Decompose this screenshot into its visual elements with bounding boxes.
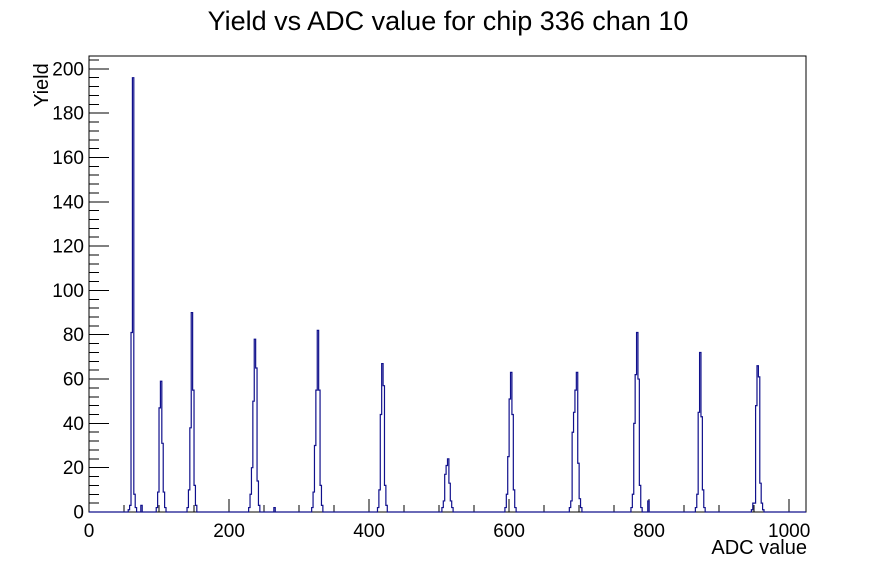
y-tick-label: 200: [52, 59, 84, 80]
y-tick-label: 180: [52, 104, 84, 125]
y-tick-label: 120: [52, 237, 84, 258]
x-tick-label: 1000: [768, 521, 810, 542]
histogram-line: [89, 77, 806, 513]
x-tick-label: 600: [493, 521, 525, 542]
y-tick-label: 0: [73, 503, 84, 524]
y-tick-label: 80: [63, 325, 84, 346]
x-axis-title: ADC value: [711, 537, 807, 559]
y-axis-title: Yield: [31, 63, 53, 107]
y-tick-label: 40: [63, 414, 84, 435]
x-tick-label: 800: [633, 521, 665, 542]
x-tick-label: 400: [353, 521, 385, 542]
y-tick-label: 140: [52, 192, 84, 213]
y-tick-label: 60: [63, 370, 84, 391]
y-tick-label: 100: [52, 281, 84, 302]
x-tick-label: 0: [84, 521, 95, 542]
plot-frame: [88, 55, 807, 513]
y-tick-label: 20: [63, 458, 84, 479]
y-tick-label: 160: [52, 148, 84, 169]
x-tick-label: 200: [213, 521, 245, 542]
chart-title: Yield vs ADC value for chip 336 chan 10: [207, 6, 689, 36]
